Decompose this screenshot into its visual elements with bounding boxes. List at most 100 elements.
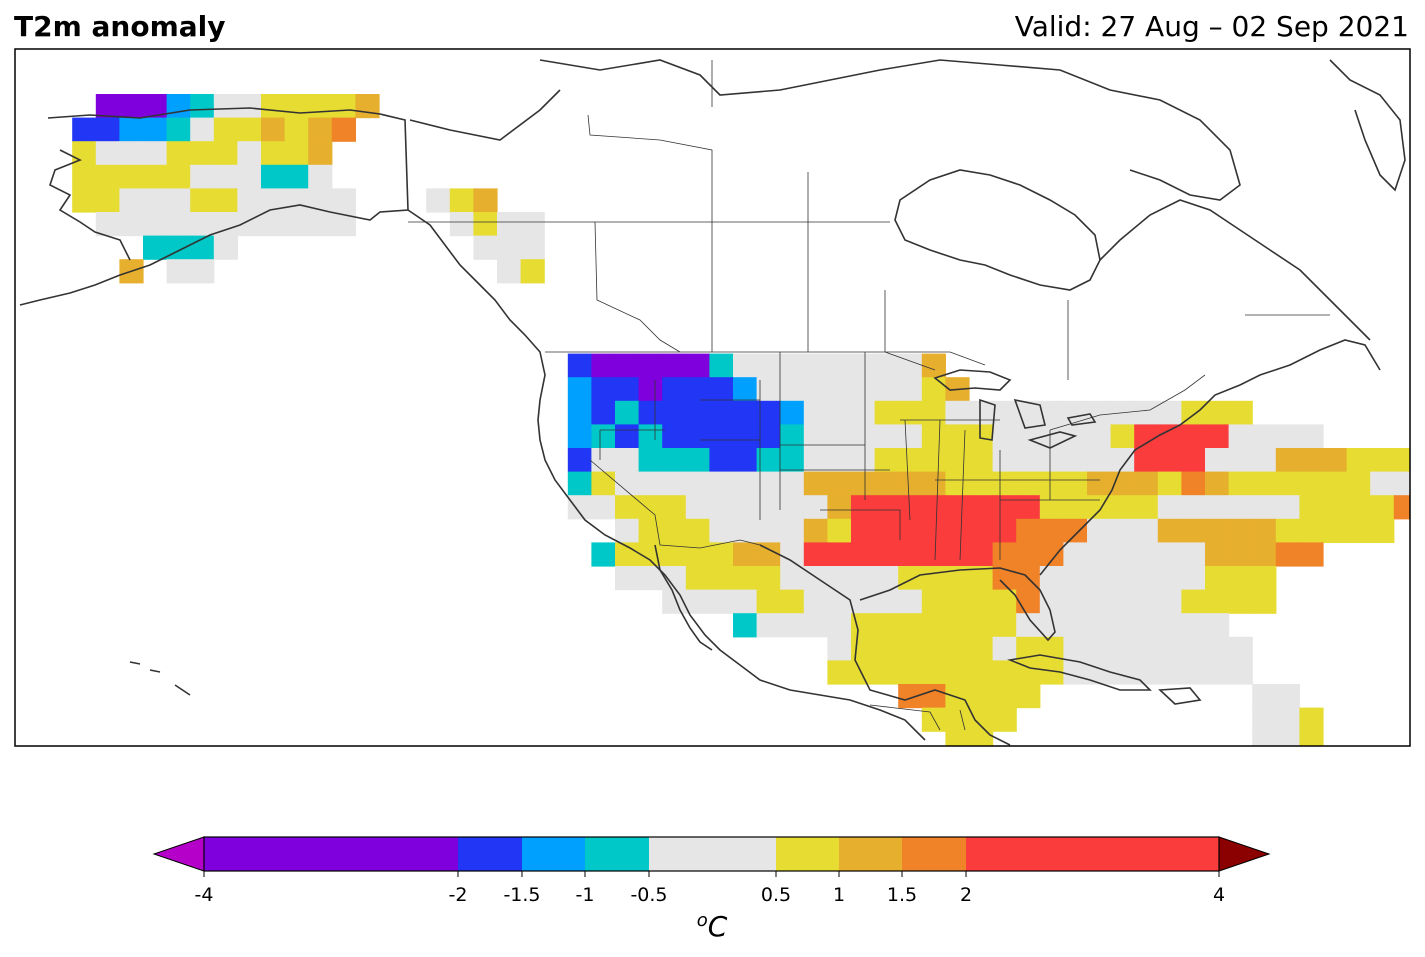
anomaly-cell (1181, 471, 1206, 496)
anomaly-cell (1157, 448, 1182, 473)
anomaly-cell (638, 377, 663, 402)
anomaly-cell (284, 188, 309, 213)
anomaly-cell (945, 613, 970, 638)
anomaly-cell (898, 660, 923, 685)
anomaly-cell (969, 495, 994, 520)
anomaly-cell (874, 518, 899, 543)
anomaly-cell (1087, 518, 1112, 543)
anomaly-cell (969, 731, 994, 746)
anomaly-cell (119, 164, 144, 189)
anomaly-cell (1323, 518, 1348, 543)
anomaly-cell (1110, 518, 1135, 543)
anomaly-cell (898, 613, 923, 638)
lake-superior (933, 369, 1012, 391)
anomaly-cell (1346, 518, 1371, 543)
anomaly-cell (1110, 424, 1135, 449)
anomaly-cell (921, 448, 946, 473)
anomaly-cell (756, 542, 781, 567)
anomaly-cell (1228, 589, 1253, 614)
anomaly-cell (921, 589, 946, 614)
anomaly-cell (827, 400, 852, 425)
anomaly-cell (851, 424, 876, 449)
anomaly-cell (803, 495, 828, 520)
anomaly-cell (756, 353, 781, 378)
anomaly-cell (638, 424, 663, 449)
anomaly-cell (1016, 471, 1041, 496)
anomaly-cell (827, 636, 852, 661)
anomaly-cell (756, 424, 781, 449)
anomaly-cell (1039, 518, 1064, 543)
anomaly-cell (921, 660, 946, 685)
anomaly-cell (1275, 731, 1300, 746)
anomaly-cell (921, 353, 946, 378)
anomaly-cell (615, 566, 640, 591)
anomaly-cell (1275, 684, 1300, 709)
valid-date-range: Valid: 27 Aug – 02 Sep 2021 (1014, 10, 1409, 43)
anomaly-cell (1016, 542, 1041, 567)
colorbar-tick-label: -0.5 (630, 884, 667, 906)
anomaly-cell (921, 471, 946, 496)
anomaly-cell (803, 448, 828, 473)
anomaly-cell (1252, 707, 1277, 732)
anomaly-cell (1063, 636, 1088, 661)
anomaly-cell (1205, 424, 1230, 449)
anomaly-cell (119, 94, 144, 119)
anomaly-cell (143, 164, 168, 189)
anomaly-cell (567, 495, 592, 520)
anomaly-cell (780, 566, 805, 591)
anomaly-cell (803, 518, 828, 543)
anomaly-cell (1252, 424, 1277, 449)
anomaly-cell (261, 94, 286, 119)
lake-michigan (979, 398, 996, 441)
anomaly-cell (756, 495, 781, 520)
anomaly-cell (685, 471, 710, 496)
anomaly-cell (261, 212, 286, 237)
anomaly-cell (520, 259, 545, 284)
anomaly-cell (1370, 518, 1395, 543)
anomaly-cell (898, 400, 923, 425)
anomaly-cell (945, 424, 970, 449)
anomaly-cell (1157, 471, 1182, 496)
anomaly-cell (1299, 518, 1324, 543)
anomaly-cell (591, 471, 616, 496)
anomaly-cell (1275, 518, 1300, 543)
anomaly-cell (969, 613, 994, 638)
anomaly-cell (945, 518, 970, 543)
colorbar-tick-label: 1 (833, 884, 845, 906)
anomaly-cell (638, 471, 663, 496)
anomaly-cell (992, 471, 1017, 496)
anomaly-cell (733, 400, 758, 425)
anomaly-cell (1063, 660, 1088, 685)
anomaly-cell (733, 448, 758, 473)
anomaly-cell (95, 117, 120, 142)
anomaly-cell (567, 377, 592, 402)
anomaly-cell (685, 589, 710, 614)
anomaly-cell (1228, 471, 1253, 496)
anomaly-cell (1110, 613, 1135, 638)
anomaly-cell (143, 235, 168, 260)
anomaly-cell (1205, 636, 1230, 661)
anomaly-cell (803, 400, 828, 425)
anomaly-cell (284, 164, 309, 189)
anomaly-cell (709, 400, 734, 425)
anomaly-cell (1039, 542, 1064, 567)
anomaly-cell (945, 636, 970, 661)
anomaly-cell (898, 636, 923, 661)
anomaly-cell (1087, 400, 1112, 425)
anomaly-cell (1134, 566, 1159, 591)
us-mexico-border (589, 459, 761, 549)
anomaly-cell (1299, 471, 1324, 496)
anomaly-cell (945, 589, 970, 614)
anomaly-cell (237, 94, 262, 119)
anomaly-cell (945, 495, 970, 520)
anomaly-cell (969, 707, 994, 732)
anomaly-cell (1299, 495, 1324, 520)
anomaly-cell (662, 448, 687, 473)
anomaly-cell (780, 471, 805, 496)
anomaly-cell (803, 424, 828, 449)
anomaly-cell (166, 94, 191, 119)
anomaly-cell (237, 117, 262, 142)
anomaly-cell (1134, 495, 1159, 520)
anomaly-cell (780, 377, 805, 402)
anomaly-cell (945, 471, 970, 496)
